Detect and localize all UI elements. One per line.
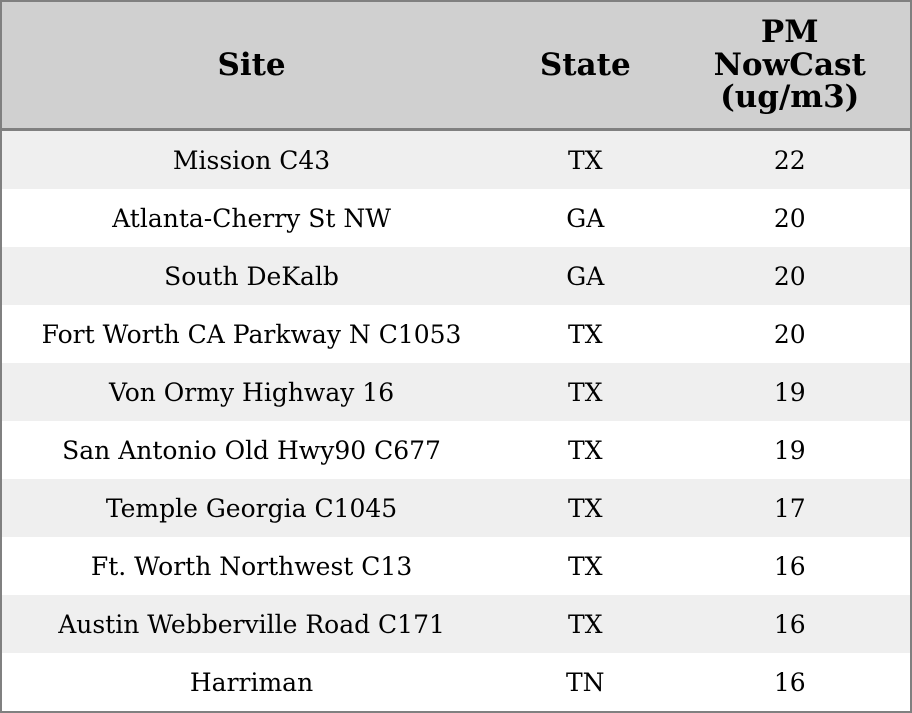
table-cell: 22 <box>669 129 911 189</box>
table-cell: Ft. Worth Northwest C13 <box>1 537 502 595</box>
table-cell: GA <box>501 189 670 247</box>
table-row: Fort Worth CA Parkway N C1053 TX 20 <box>1 305 911 363</box>
table-cell: TX <box>501 479 670 537</box>
table-row: Austin Webberville Road C171 TX 16 <box>1 595 911 653</box>
table-cell: Mission C43 <box>1 129 502 189</box>
table-row: South DeKalb GA 20 <box>1 247 911 305</box>
table-cell: Fort Worth CA Parkway N C1053 <box>1 305 502 363</box>
column-header: State <box>501 1 670 131</box>
table-cell: Temple Georgia C1045 <box>1 479 502 537</box>
table-cell: TX <box>501 537 670 595</box>
table-cell: 20 <box>669 247 911 305</box>
table-cell: 19 <box>669 363 911 421</box>
column-header-text: Site <box>217 46 286 83</box>
column-header-text: State <box>539 46 631 83</box>
table-cell: 20 <box>669 189 911 247</box>
table-cell: TX <box>501 363 670 421</box>
header-row: Site State PM NowCast (ug/m3) <box>1 1 911 131</box>
table-cell: 16 <box>669 595 911 653</box>
table-body: Mission C43 TX 22 Atlanta-Cherry St NW GA 20 S… <box>1 129 911 712</box>
table-cell: TX <box>501 595 670 653</box>
table-cell: TX <box>501 305 670 363</box>
table-cell: Austin Webberville Road C171 <box>1 595 502 653</box>
table-cell: Atlanta-Cherry St NW <box>1 189 502 247</box>
table-cell: GA <box>501 247 670 305</box>
table-cell: 19 <box>669 421 911 479</box>
table-row: San Antonio Old Hwy90 C677 TX 19 <box>1 421 911 479</box>
table-row: Ft. Worth Northwest C13 TX 16 <box>1 537 911 595</box>
table-cell: Harriman <box>1 653 502 712</box>
column-header-text: PM NowCast (ug/m3) <box>713 14 866 116</box>
table-cell: 20 <box>669 305 911 363</box>
table-row: Atlanta-Cherry St NW GA 20 <box>1 189 911 247</box>
table-cell: 17 <box>669 479 911 537</box>
table-row: Mission C43 TX 22 <box>1 129 911 189</box>
table-cell: San Antonio Old Hwy90 C677 <box>1 421 502 479</box>
table-cell: 16 <box>669 653 911 712</box>
table-cell: TX <box>501 129 670 189</box>
table-row: Von Ormy Highway 16 TX 19 <box>1 363 911 421</box>
column-header: PM NowCast (ug/m3) <box>669 1 911 131</box>
table-cell: South DeKalb <box>1 247 502 305</box>
table-row: Harriman TN 16 <box>1 653 911 712</box>
column-header: Site <box>1 1 502 131</box>
table-row: Temple Georgia C1045 TX 17 <box>1 479 911 537</box>
table-cell: Von Ormy Highway 16 <box>1 363 502 421</box>
table-cell: TN <box>501 653 670 712</box>
table-cell: TX <box>501 421 670 479</box>
table-cell: 16 <box>669 537 911 595</box>
